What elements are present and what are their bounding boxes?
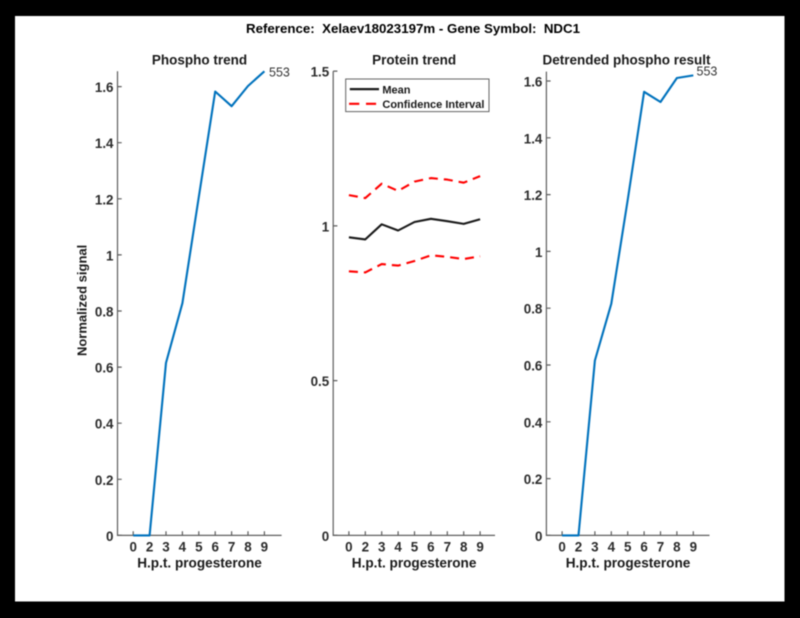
svg-text:553: 553 — [697, 65, 718, 79]
svg-text:0: 0 — [129, 540, 136, 555]
svg-text:0.8: 0.8 — [95, 305, 114, 320]
svg-text:Detrended phospho result: Detrended phospho result — [542, 52, 711, 67]
svg-text:1.5: 1.5 — [311, 65, 330, 80]
svg-text:Mean: Mean — [382, 84, 410, 96]
svg-text:6: 6 — [640, 540, 647, 555]
svg-text:Normalized signal: Normalized signal — [75, 245, 90, 356]
svg-text:3: 3 — [378, 540, 385, 555]
svg-text:H.p.t. progesterone: H.p.t. progesterone — [566, 556, 691, 571]
svg-text:8: 8 — [244, 540, 252, 555]
svg-text:0.8: 0.8 — [524, 302, 543, 317]
svg-text:6: 6 — [427, 540, 434, 555]
svg-text:8: 8 — [460, 540, 468, 555]
svg-text:0.4: 0.4 — [524, 415, 543, 430]
svg-text:1.2: 1.2 — [95, 192, 114, 207]
svg-text:0.2: 0.2 — [524, 472, 543, 487]
svg-text:7: 7 — [444, 540, 451, 555]
svg-text:1: 1 — [535, 245, 543, 260]
svg-text:1: 1 — [322, 219, 330, 234]
svg-text:3: 3 — [591, 540, 598, 555]
svg-text:1.6: 1.6 — [95, 80, 114, 95]
svg-text:9: 9 — [690, 540, 697, 555]
svg-text:7: 7 — [228, 540, 235, 555]
svg-text:6: 6 — [211, 540, 218, 555]
svg-text:H.p.t. progesterone: H.p.t. progesterone — [137, 556, 262, 571]
svg-text:3: 3 — [162, 540, 169, 555]
svg-text:0.2: 0.2 — [95, 473, 114, 488]
svg-text:5: 5 — [195, 540, 203, 555]
svg-text:9: 9 — [476, 540, 483, 555]
svg-text:0: 0 — [535, 529, 542, 544]
svg-text:5: 5 — [624, 540, 632, 555]
svg-text:2: 2 — [575, 540, 582, 555]
svg-text:0.6: 0.6 — [95, 361, 114, 376]
svg-text:1: 1 — [106, 248, 114, 263]
svg-text:Protein trend: Protein trend — [372, 52, 456, 67]
svg-text:1.6: 1.6 — [524, 75, 543, 90]
svg-text:4: 4 — [394, 540, 402, 555]
svg-text:2: 2 — [146, 540, 153, 555]
svg-text:1.4: 1.4 — [95, 136, 114, 151]
svg-text:0.6: 0.6 — [524, 359, 543, 374]
svg-text:4: 4 — [608, 540, 616, 555]
svg-text:0: 0 — [322, 529, 329, 544]
svg-text:Confidence Interval: Confidence Interval — [382, 99, 484, 111]
svg-text:0: 0 — [558, 540, 565, 555]
svg-text:5: 5 — [411, 540, 419, 555]
svg-text:4: 4 — [179, 540, 187, 555]
svg-text:0: 0 — [345, 540, 352, 555]
svg-text:553: 553 — [269, 65, 290, 79]
svg-text:0: 0 — [106, 529, 113, 544]
svg-text:Reference: Xelaev18023197m -: Reference: Xelaev18023197m - Gene Symbol… — [246, 21, 581, 36]
svg-text:9: 9 — [261, 540, 268, 555]
svg-text:0.5: 0.5 — [311, 374, 330, 389]
svg-text:0.4: 0.4 — [95, 417, 114, 432]
svg-text:8: 8 — [673, 540, 681, 555]
svg-text:1.2: 1.2 — [524, 188, 543, 203]
svg-text:7: 7 — [657, 540, 664, 555]
svg-text:1.4: 1.4 — [524, 131, 543, 146]
svg-text:2: 2 — [362, 540, 369, 555]
svg-text:Phospho trend: Phospho trend — [152, 52, 247, 67]
svg-text:H.p.t. progesterone: H.p.t. progesterone — [352, 556, 477, 571]
